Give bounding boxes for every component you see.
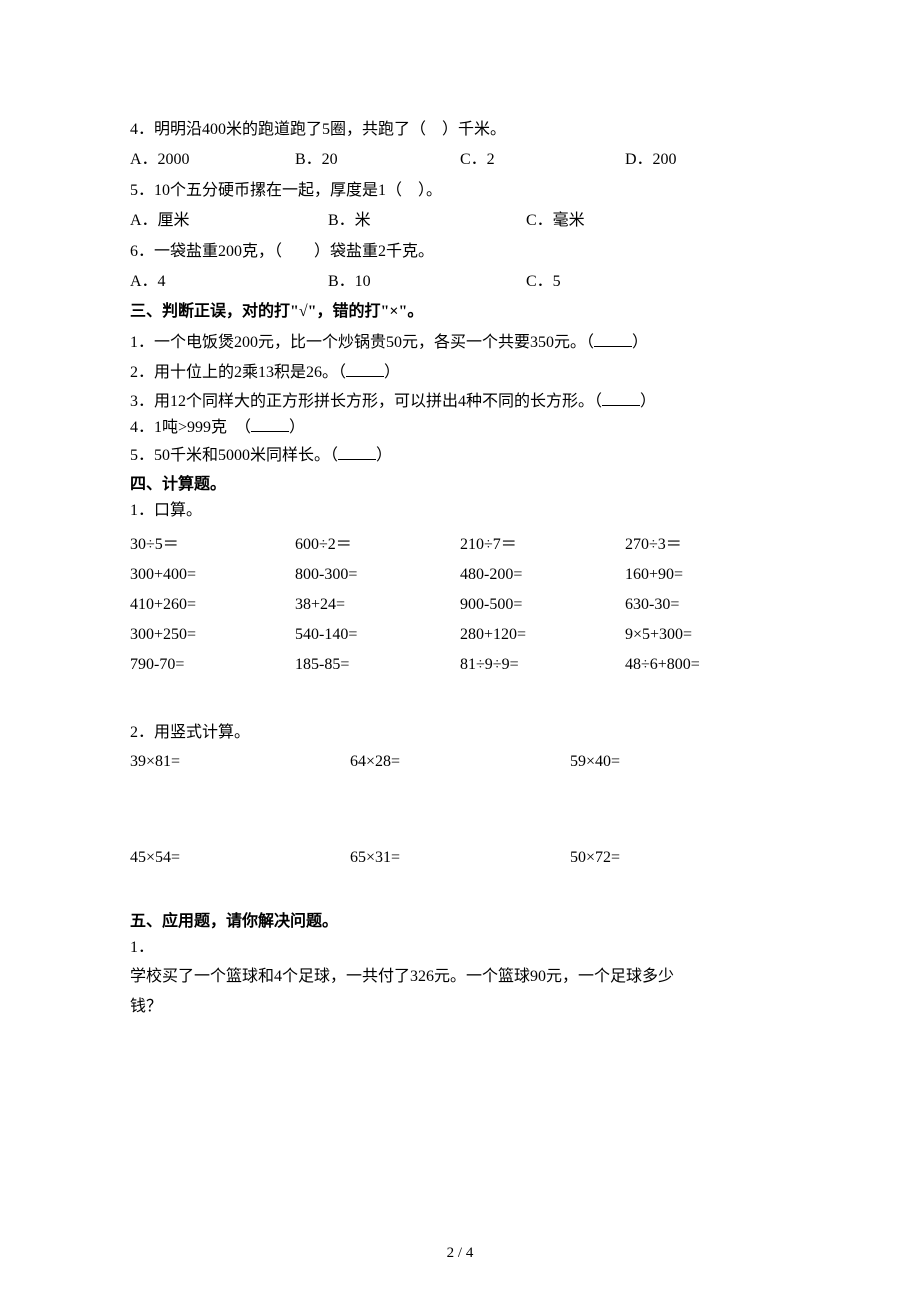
- calc-cell: 790-70=: [130, 650, 295, 680]
- blank: [338, 445, 376, 460]
- calc-cell: 630-30=: [625, 590, 790, 620]
- calc-cell: 480-200=: [460, 560, 625, 590]
- section-5-q1-num: 1．: [130, 935, 790, 961]
- judge-1-close: ）: [632, 334, 648, 351]
- calc-cell: 38+24=: [295, 590, 460, 620]
- judge-4-text: 4．1吨>999克 （: [130, 419, 251, 436]
- section-5-q1-line-1: 学校买了一个篮球和4个足球，一共付了326元。一个篮球90元，一个足球多少: [130, 962, 790, 992]
- option-c: C．毫米: [526, 206, 790, 236]
- section-4-title: 四、计算题。: [130, 472, 790, 498]
- vcalc-cell: 50×72=: [570, 845, 790, 871]
- option-b: B．10: [328, 267, 526, 297]
- question-4-options: A．2000 B．20 C．2 D．200: [130, 145, 790, 175]
- option-b: B．米: [328, 206, 526, 236]
- calc-cell: 300+400=: [130, 560, 295, 590]
- vcalc-cell: 39×81=: [130, 749, 350, 775]
- calc-cell: 30÷5＝: [130, 524, 295, 560]
- calc-cell: 9×5+300=: [625, 620, 790, 650]
- blank: [346, 362, 384, 377]
- calc-cell: 81÷9÷9=: [460, 650, 625, 680]
- option-a: A．2000: [130, 145, 295, 175]
- question-6-stem: 6．一袋盐重200克，（ ）袋盐重2千克。: [130, 237, 790, 267]
- judge-4: 4．1吨>999克 （ ）: [130, 415, 790, 441]
- vcalc-cell: 64×28=: [350, 749, 570, 775]
- judge-5-close: ）: [376, 447, 392, 464]
- judge-5-text: 5．50千米和5000米同样长。（: [130, 447, 338, 464]
- option-d: D．200: [625, 145, 790, 175]
- section-4-p1: 1．口算。: [130, 498, 790, 524]
- section-4-p2: 2．用竖式计算。: [130, 718, 790, 748]
- calc-cell: 800-300=: [295, 560, 460, 590]
- judge-1-text: 1．一个电饭煲200元，比一个炒锅贵50元，各买一个共要350元。（: [130, 334, 594, 351]
- calc-cell: 270÷3＝: [625, 524, 790, 560]
- calc-cell: 600÷2＝: [295, 524, 460, 560]
- judge-3-text: 3．用12个同样大的正方形拼长方形，可以拼出4种不同的长方形。（: [130, 393, 602, 410]
- question-6-options: A．4 B．10 C．5: [130, 267, 790, 297]
- calc-cell: 540-140=: [295, 620, 460, 650]
- vcalc-cell: 45×54=: [130, 845, 350, 871]
- question-4-stem: 4．明明沿400米的跑道跑了5圈，共跑了（ ）千米。: [130, 115, 790, 145]
- vcalc-cell: 59×40=: [570, 749, 790, 775]
- calc-cell: 160+90=: [625, 560, 790, 590]
- calc-cell: 900-500=: [460, 590, 625, 620]
- blank: [602, 390, 640, 405]
- spacer: [130, 680, 790, 718]
- page-number: 2 / 4: [0, 1245, 920, 1262]
- judge-2-close: ）: [384, 364, 400, 381]
- judge-1: 1．一个电饭煲200元，比一个炒锅贵50元，各买一个共要350元。（ ）: [130, 328, 790, 358]
- calc-cell: 48÷6+800=: [625, 650, 790, 680]
- section-5-q1-line-2: 钱？: [130, 992, 790, 1022]
- calc-cell: 410+260=: [130, 590, 295, 620]
- judge-2: 2．用十位上的2乘13积是26。（ ）: [130, 358, 790, 388]
- section-5-title: 五、应用题，请你解决问题。: [130, 909, 790, 935]
- vertical-calc-row-1: 39×81= 64×28= 59×40=: [130, 749, 790, 775]
- blank: [251, 417, 289, 432]
- vertical-calc-row-2: 45×54= 65×31= 50×72=: [130, 845, 790, 871]
- calc-cell: 185-85=: [295, 650, 460, 680]
- blank: [594, 331, 632, 346]
- vcalc-cell: 65×31=: [350, 845, 570, 871]
- option-b: B．20: [295, 145, 460, 175]
- judge-4-close: ）: [289, 419, 305, 436]
- spacer: [130, 871, 790, 909]
- calc-cell: 300+250=: [130, 620, 295, 650]
- question-5-options: A．厘米 B．米 C．毫米: [130, 206, 790, 236]
- option-a: A．4: [130, 267, 328, 297]
- mental-calc-grid: 30÷5＝ 600÷2＝ 210÷7＝ 270÷3＝ 300+400= 800-…: [130, 524, 790, 680]
- document-page: 4．明明沿400米的跑道跑了5圈，共跑了（ ）千米。 A．2000 B．20 C…: [0, 0, 920, 1302]
- calc-cell: 210÷7＝: [460, 524, 625, 560]
- judge-3-close: ）: [640, 393, 656, 410]
- judge-2-text: 2．用十位上的2乘13积是26。（: [130, 364, 346, 381]
- section-3-title: 三、判断正误，对的打"√"，错的打"×"。: [130, 297, 790, 327]
- question-5-stem: 5．10个五分硬币摞在一起，厚度是1（ ）。: [130, 176, 790, 206]
- judge-5: 5．50千米和5000米同样长。（ ）: [130, 441, 790, 471]
- calc-cell: 280+120=: [460, 620, 625, 650]
- spacer: [130, 775, 790, 845]
- option-a: A．厘米: [130, 206, 328, 236]
- option-c: C．5: [526, 267, 790, 297]
- option-c: C．2: [460, 145, 625, 175]
- judge-3: 3．用12个同样大的正方形拼长方形，可以拼出4种不同的长方形。（ ）: [130, 389, 790, 415]
